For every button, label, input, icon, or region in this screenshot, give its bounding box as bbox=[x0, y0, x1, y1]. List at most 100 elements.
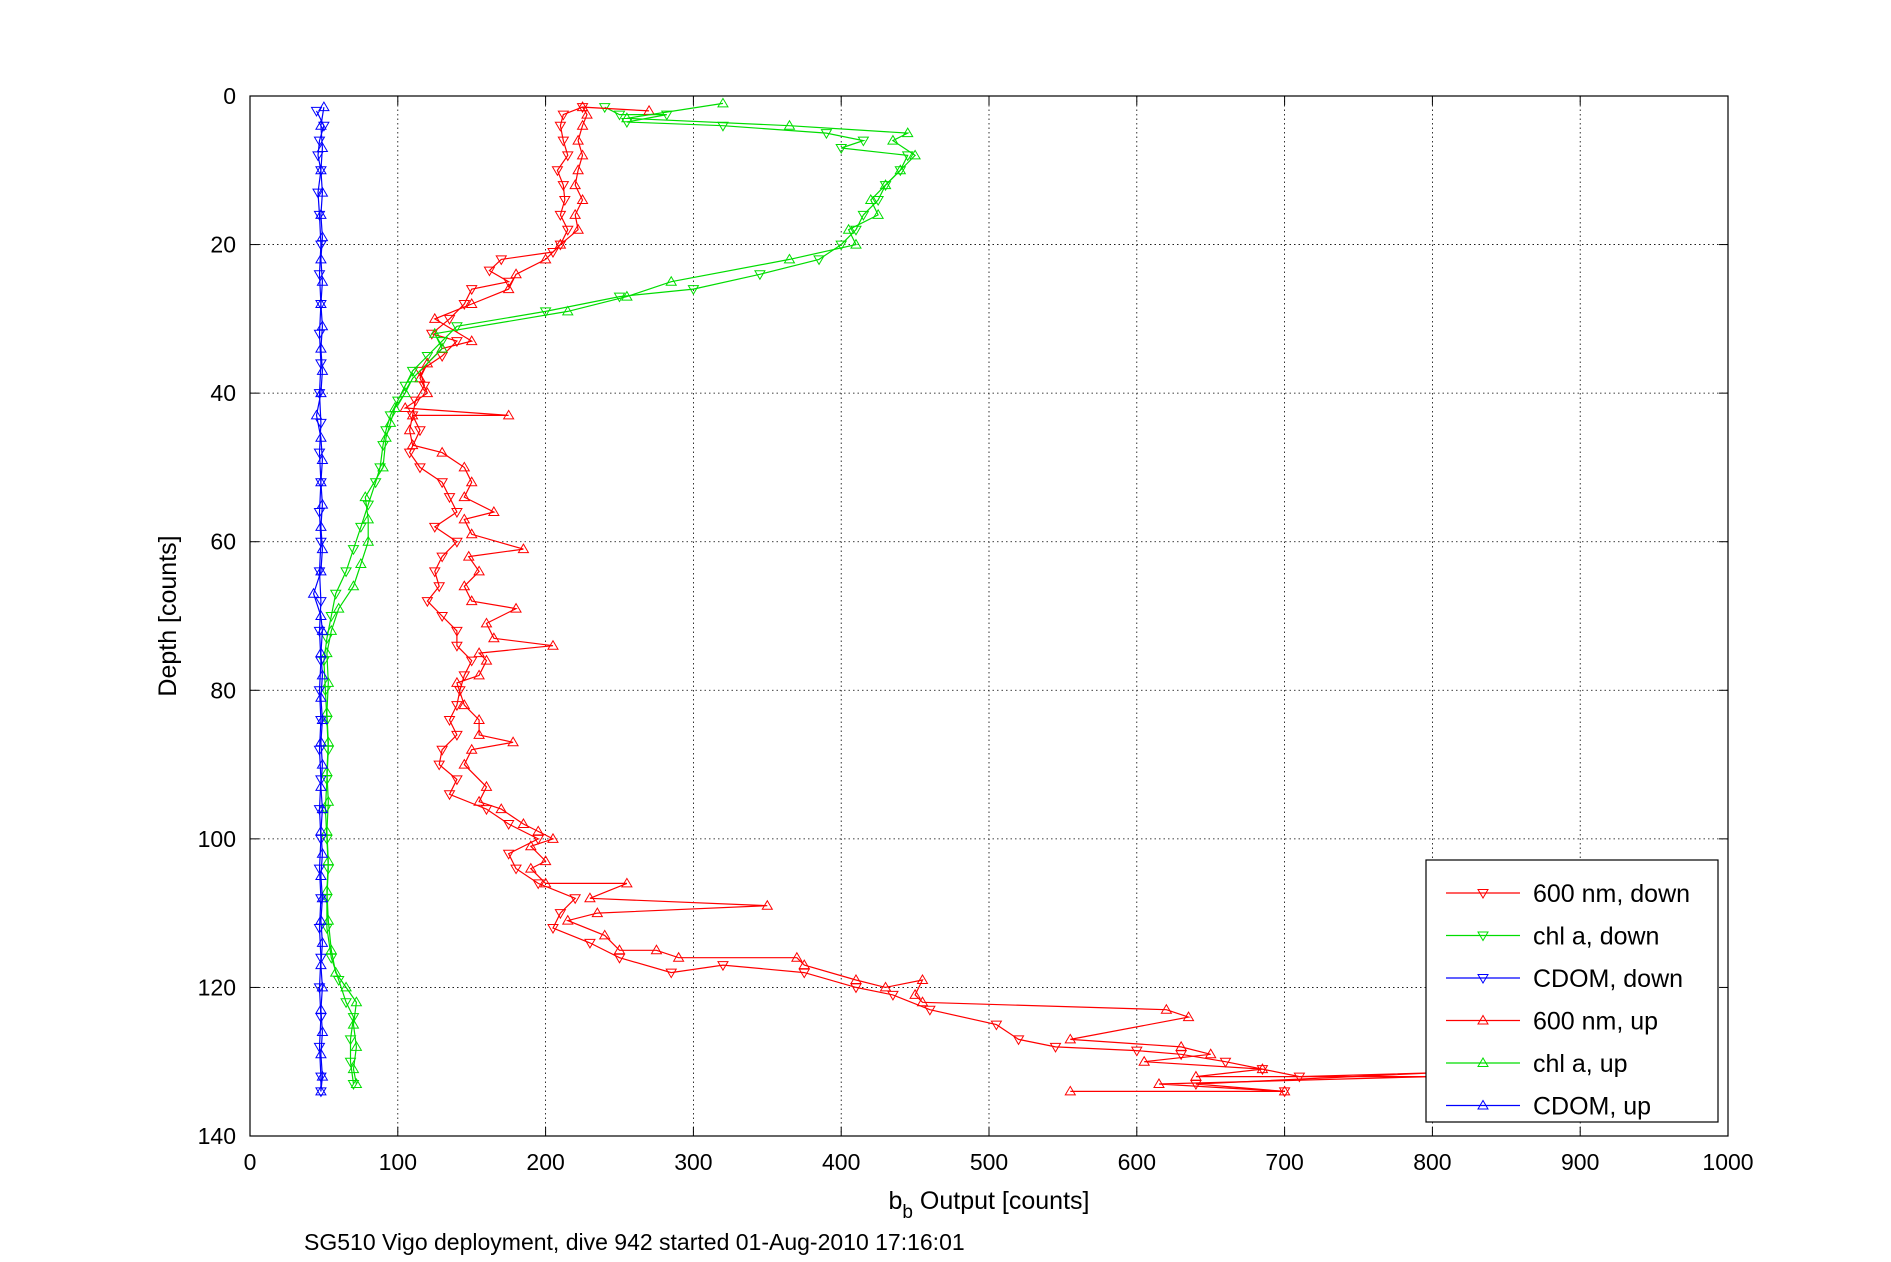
data-point bbox=[307, 587, 320, 598]
data-point bbox=[458, 461, 471, 472]
data-point bbox=[1278, 1087, 1291, 1098]
data-point bbox=[835, 144, 848, 154]
data-point bbox=[539, 877, 552, 888]
x-axis-label: bb Output [counts] bbox=[889, 1187, 1090, 1223]
data-point bbox=[425, 329, 438, 340]
data-point bbox=[465, 528, 478, 539]
data-point bbox=[879, 179, 892, 190]
data-point bbox=[473, 565, 485, 576]
legend-marker bbox=[1477, 1099, 1489, 1110]
data-point bbox=[901, 151, 914, 162]
data-point bbox=[436, 342, 449, 353]
data-point bbox=[495, 803, 508, 814]
data-point bbox=[458, 758, 471, 769]
data-point bbox=[1153, 1078, 1165, 1088]
data-point bbox=[315, 119, 327, 130]
data-point bbox=[613, 110, 626, 121]
data-point bbox=[517, 543, 530, 554]
data-point bbox=[554, 210, 567, 221]
data-point bbox=[313, 567, 326, 578]
data-point bbox=[433, 760, 446, 771]
data-point bbox=[350, 1040, 363, 1051]
data-point bbox=[315, 1072, 327, 1083]
data-point bbox=[909, 149, 921, 160]
data-point bbox=[465, 656, 478, 667]
data-point bbox=[316, 186, 329, 197]
data-point bbox=[451, 641, 463, 652]
data-point bbox=[388, 402, 401, 412]
data-point bbox=[316, 142, 329, 152]
data-point bbox=[510, 864, 522, 875]
data-point bbox=[451, 508, 463, 518]
data-point bbox=[458, 513, 471, 524]
data-point bbox=[443, 314, 456, 325]
data-point bbox=[894, 164, 907, 175]
data-point bbox=[672, 951, 685, 962]
data-point bbox=[558, 196, 571, 206]
legend-label: 600 nm, up bbox=[1533, 1008, 1658, 1036]
data-point bbox=[362, 535, 375, 546]
data-point bbox=[621, 877, 633, 888]
data-point bbox=[399, 381, 412, 392]
data-point bbox=[384, 416, 397, 427]
data-point bbox=[557, 110, 570, 121]
data-point bbox=[322, 676, 335, 687]
data-point bbox=[458, 699, 471, 710]
data-point bbox=[315, 597, 327, 608]
data-point bbox=[315, 520, 327, 531]
data-point bbox=[572, 223, 584, 234]
data-point bbox=[340, 998, 352, 1009]
data-point bbox=[451, 322, 463, 333]
legend-marker bbox=[1477, 889, 1489, 899]
data-point bbox=[443, 716, 456, 726]
legend-label: chl a, down bbox=[1533, 923, 1659, 951]
data-point bbox=[483, 266, 496, 277]
data-point bbox=[842, 223, 855, 234]
data-point bbox=[315, 1048, 327, 1059]
x-axis-label-subscript: b bbox=[902, 1202, 913, 1223]
x-tick-label: 900 bbox=[1561, 1149, 1599, 1175]
data-point bbox=[790, 951, 803, 962]
data-point bbox=[783, 253, 796, 264]
data-point bbox=[458, 671, 471, 682]
data-point bbox=[315, 208, 327, 219]
data-point bbox=[322, 855, 335, 866]
data-point bbox=[359, 491, 372, 502]
data-point bbox=[310, 409, 323, 420]
data-point bbox=[315, 870, 327, 880]
data-point bbox=[901, 127, 914, 138]
data-point bbox=[428, 522, 441, 533]
legend-item: CDOM, up bbox=[1446, 1093, 1651, 1121]
data-point bbox=[557, 181, 570, 192]
data-point bbox=[347, 545, 360, 556]
data-point bbox=[813, 255, 825, 266]
x-tick-label: 100 bbox=[379, 1149, 417, 1175]
series-line bbox=[326, 102, 917, 1085]
data-point bbox=[510, 268, 522, 279]
data-point bbox=[473, 647, 485, 658]
data-point bbox=[315, 1085, 327, 1096]
data-point bbox=[1190, 1070, 1202, 1081]
x-tick-label: 0 bbox=[244, 1149, 257, 1175]
data-point bbox=[421, 387, 434, 398]
data-point bbox=[569, 179, 582, 190]
data-point bbox=[421, 357, 434, 368]
data-point bbox=[313, 686, 326, 697]
data-point bbox=[473, 669, 485, 680]
data-point bbox=[316, 847, 329, 858]
data-point bbox=[717, 961, 729, 972]
data-point bbox=[909, 988, 921, 999]
data-point bbox=[428, 327, 441, 338]
series-layer bbox=[307, 97, 1439, 1098]
data-point bbox=[872, 196, 885, 206]
x-tick-label: 300 bbox=[674, 1149, 712, 1175]
data-point bbox=[1049, 1042, 1062, 1053]
data-point bbox=[315, 565, 327, 576]
data-point bbox=[1160, 1003, 1173, 1014]
data-point bbox=[443, 493, 456, 504]
data-point bbox=[502, 283, 515, 294]
y-tick-label: 20 bbox=[210, 232, 236, 258]
data-point bbox=[414, 426, 426, 437]
data-point bbox=[532, 825, 545, 836]
